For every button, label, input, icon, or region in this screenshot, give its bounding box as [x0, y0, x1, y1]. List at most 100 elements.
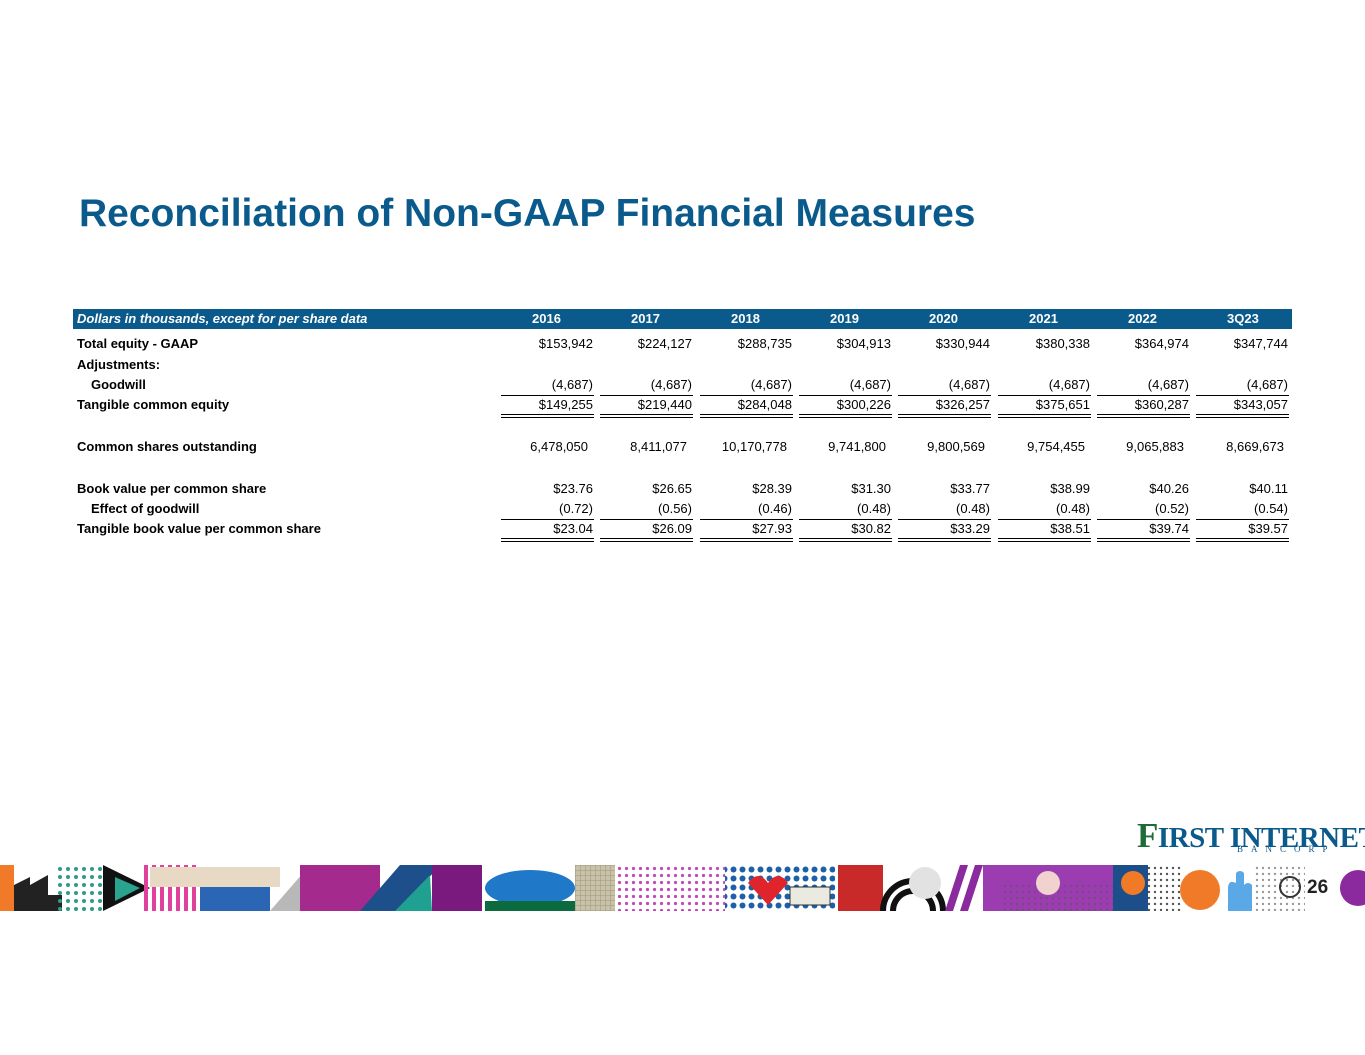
- logo-first-letter: F: [1137, 816, 1158, 855]
- table-cell: $288,735: [737, 336, 792, 351]
- table-cell: $347,744: [1233, 336, 1288, 351]
- logo-text: IRST INTERNET: [1157, 822, 1365, 854]
- total-double-rule: [1097, 414, 1190, 418]
- subtotal-rule: [1196, 395, 1289, 396]
- logo-subtitle: BANCORP: [1237, 844, 1336, 854]
- decorative-banner: [0, 865, 1365, 911]
- subtotal-rule: [600, 395, 693, 396]
- table-cell: $33.29: [950, 521, 990, 536]
- table-cell: $26.09: [652, 521, 692, 536]
- year-header: 2021: [1029, 311, 1058, 326]
- subtotal-rule: [1097, 395, 1190, 396]
- table-cell: (0.48): [956, 501, 990, 516]
- total-double-rule: [998, 414, 1091, 418]
- table-cell: $33.77: [950, 481, 990, 496]
- table-cell: $23.76: [553, 481, 593, 496]
- table-cell: $224,127: [637, 336, 692, 351]
- total-double-rule: [700, 414, 793, 418]
- year-header: 2016: [532, 311, 561, 326]
- table-cell: $219,440: [637, 397, 692, 412]
- table-cell: (4,687): [1048, 377, 1090, 392]
- table-cell: (0.48): [857, 501, 891, 516]
- year-header: 2018: [731, 311, 760, 326]
- table-cell: $304,913: [836, 336, 891, 351]
- company-logo: FIRST INTERNET BANCORP: [1137, 814, 1365, 856]
- table-cell: $380,338: [1035, 336, 1090, 351]
- table-cell: (0.54): [1254, 501, 1288, 516]
- table-cell: (0.52): [1155, 501, 1189, 516]
- table-cell: (0.48): [1056, 501, 1090, 516]
- page-number: 26: [1307, 877, 1329, 898]
- year-header: 2017: [631, 311, 660, 326]
- table-cell: 9,741,800: [828, 439, 886, 454]
- logo-wordmark: FIRST INTERNET: [1137, 816, 1365, 856]
- table-cell: $39.74: [1149, 521, 1189, 536]
- table-cell: $31.30: [851, 481, 891, 496]
- table-cell: (4,687): [551, 377, 593, 392]
- total-double-rule: [898, 538, 991, 542]
- table-cell: (4,687): [650, 377, 692, 392]
- row-label-bvps: Book value per common share: [77, 481, 267, 496]
- subtotal-rule: [700, 395, 793, 396]
- row-label-shares: Common shares outstanding: [77, 439, 257, 454]
- table-cell: $38.51: [1050, 521, 1090, 536]
- total-double-rule: [600, 538, 693, 542]
- table-cell: (0.46): [758, 501, 792, 516]
- table-cell: (4,687): [750, 377, 792, 392]
- subtotal-rule: [799, 519, 892, 520]
- total-double-rule: [600, 414, 693, 418]
- year-header: 2019: [830, 311, 859, 326]
- subtotal-rule: [1196, 519, 1289, 520]
- table-cell: 8,669,673: [1226, 439, 1284, 454]
- table-cell: 6,478,050: [530, 439, 588, 454]
- table-header: Dollars in thousands, except for per sha…: [73, 309, 1292, 329]
- subtotal-rule: [998, 519, 1091, 520]
- total-double-rule: [898, 414, 991, 418]
- table-cell: $300,226: [836, 397, 891, 412]
- row-label-goodwill-effect: Effect of goodwill: [91, 501, 200, 516]
- table-cell: $375,651: [1035, 397, 1090, 412]
- subtotal-rule: [799, 395, 892, 396]
- table-cell: (4,687): [849, 377, 891, 392]
- row-label-adjustments: Adjustments:: [77, 357, 161, 372]
- table-cell: 10,170,778: [721, 439, 787, 454]
- year-header: 2020: [929, 311, 958, 326]
- year-header: 2022: [1128, 311, 1157, 326]
- table-cell: $38.99: [1050, 481, 1090, 496]
- subtotal-rule: [501, 395, 594, 396]
- subtotal-rule: [998, 395, 1091, 396]
- table-cell: $330,944: [935, 336, 990, 351]
- row-label-tbvps: Tangible book value per common share: [77, 521, 321, 536]
- subtotal-rule: [1097, 519, 1190, 520]
- table-cell: $28.39: [752, 481, 792, 496]
- table-cell: 9,065,883: [1126, 439, 1184, 454]
- table-cell: $149,255: [538, 397, 593, 412]
- table-cell: $30.82: [851, 521, 891, 536]
- total-double-rule: [1097, 538, 1190, 542]
- total-double-rule: [1196, 414, 1289, 418]
- year-header: 3Q23: [1227, 311, 1259, 326]
- table-cell: $284,048: [737, 397, 792, 412]
- table-cell: $27.93: [752, 521, 792, 536]
- table-cell: $343,057: [1233, 397, 1288, 412]
- table-cell: (4,687): [1246, 377, 1288, 392]
- total-double-rule: [799, 538, 892, 542]
- total-double-rule: [700, 538, 793, 542]
- table-caption: Dollars in thousands, except for per sha…: [77, 311, 368, 326]
- table-cell: (0.56): [658, 501, 692, 516]
- table-cell: $326,257: [935, 397, 990, 412]
- total-double-rule: [501, 414, 594, 418]
- total-double-rule: [1196, 538, 1289, 542]
- table-cell: $153,942: [538, 336, 593, 351]
- table-cell: $40.26: [1149, 481, 1189, 496]
- table-cell: $39.57: [1248, 521, 1288, 536]
- subtotal-rule: [700, 519, 793, 520]
- total-double-rule: [799, 414, 892, 418]
- page-title: Reconciliation of Non-GAAP Financial Mea…: [79, 192, 976, 235]
- subtotal-rule: [898, 519, 991, 520]
- table-cell: $360,287: [1134, 397, 1189, 412]
- row-label-tangible-equity: Tangible common equity: [77, 397, 230, 412]
- table-cell: 9,800,569: [927, 439, 985, 454]
- table-cell: $364,974: [1134, 336, 1189, 351]
- subtotal-rule: [501, 519, 594, 520]
